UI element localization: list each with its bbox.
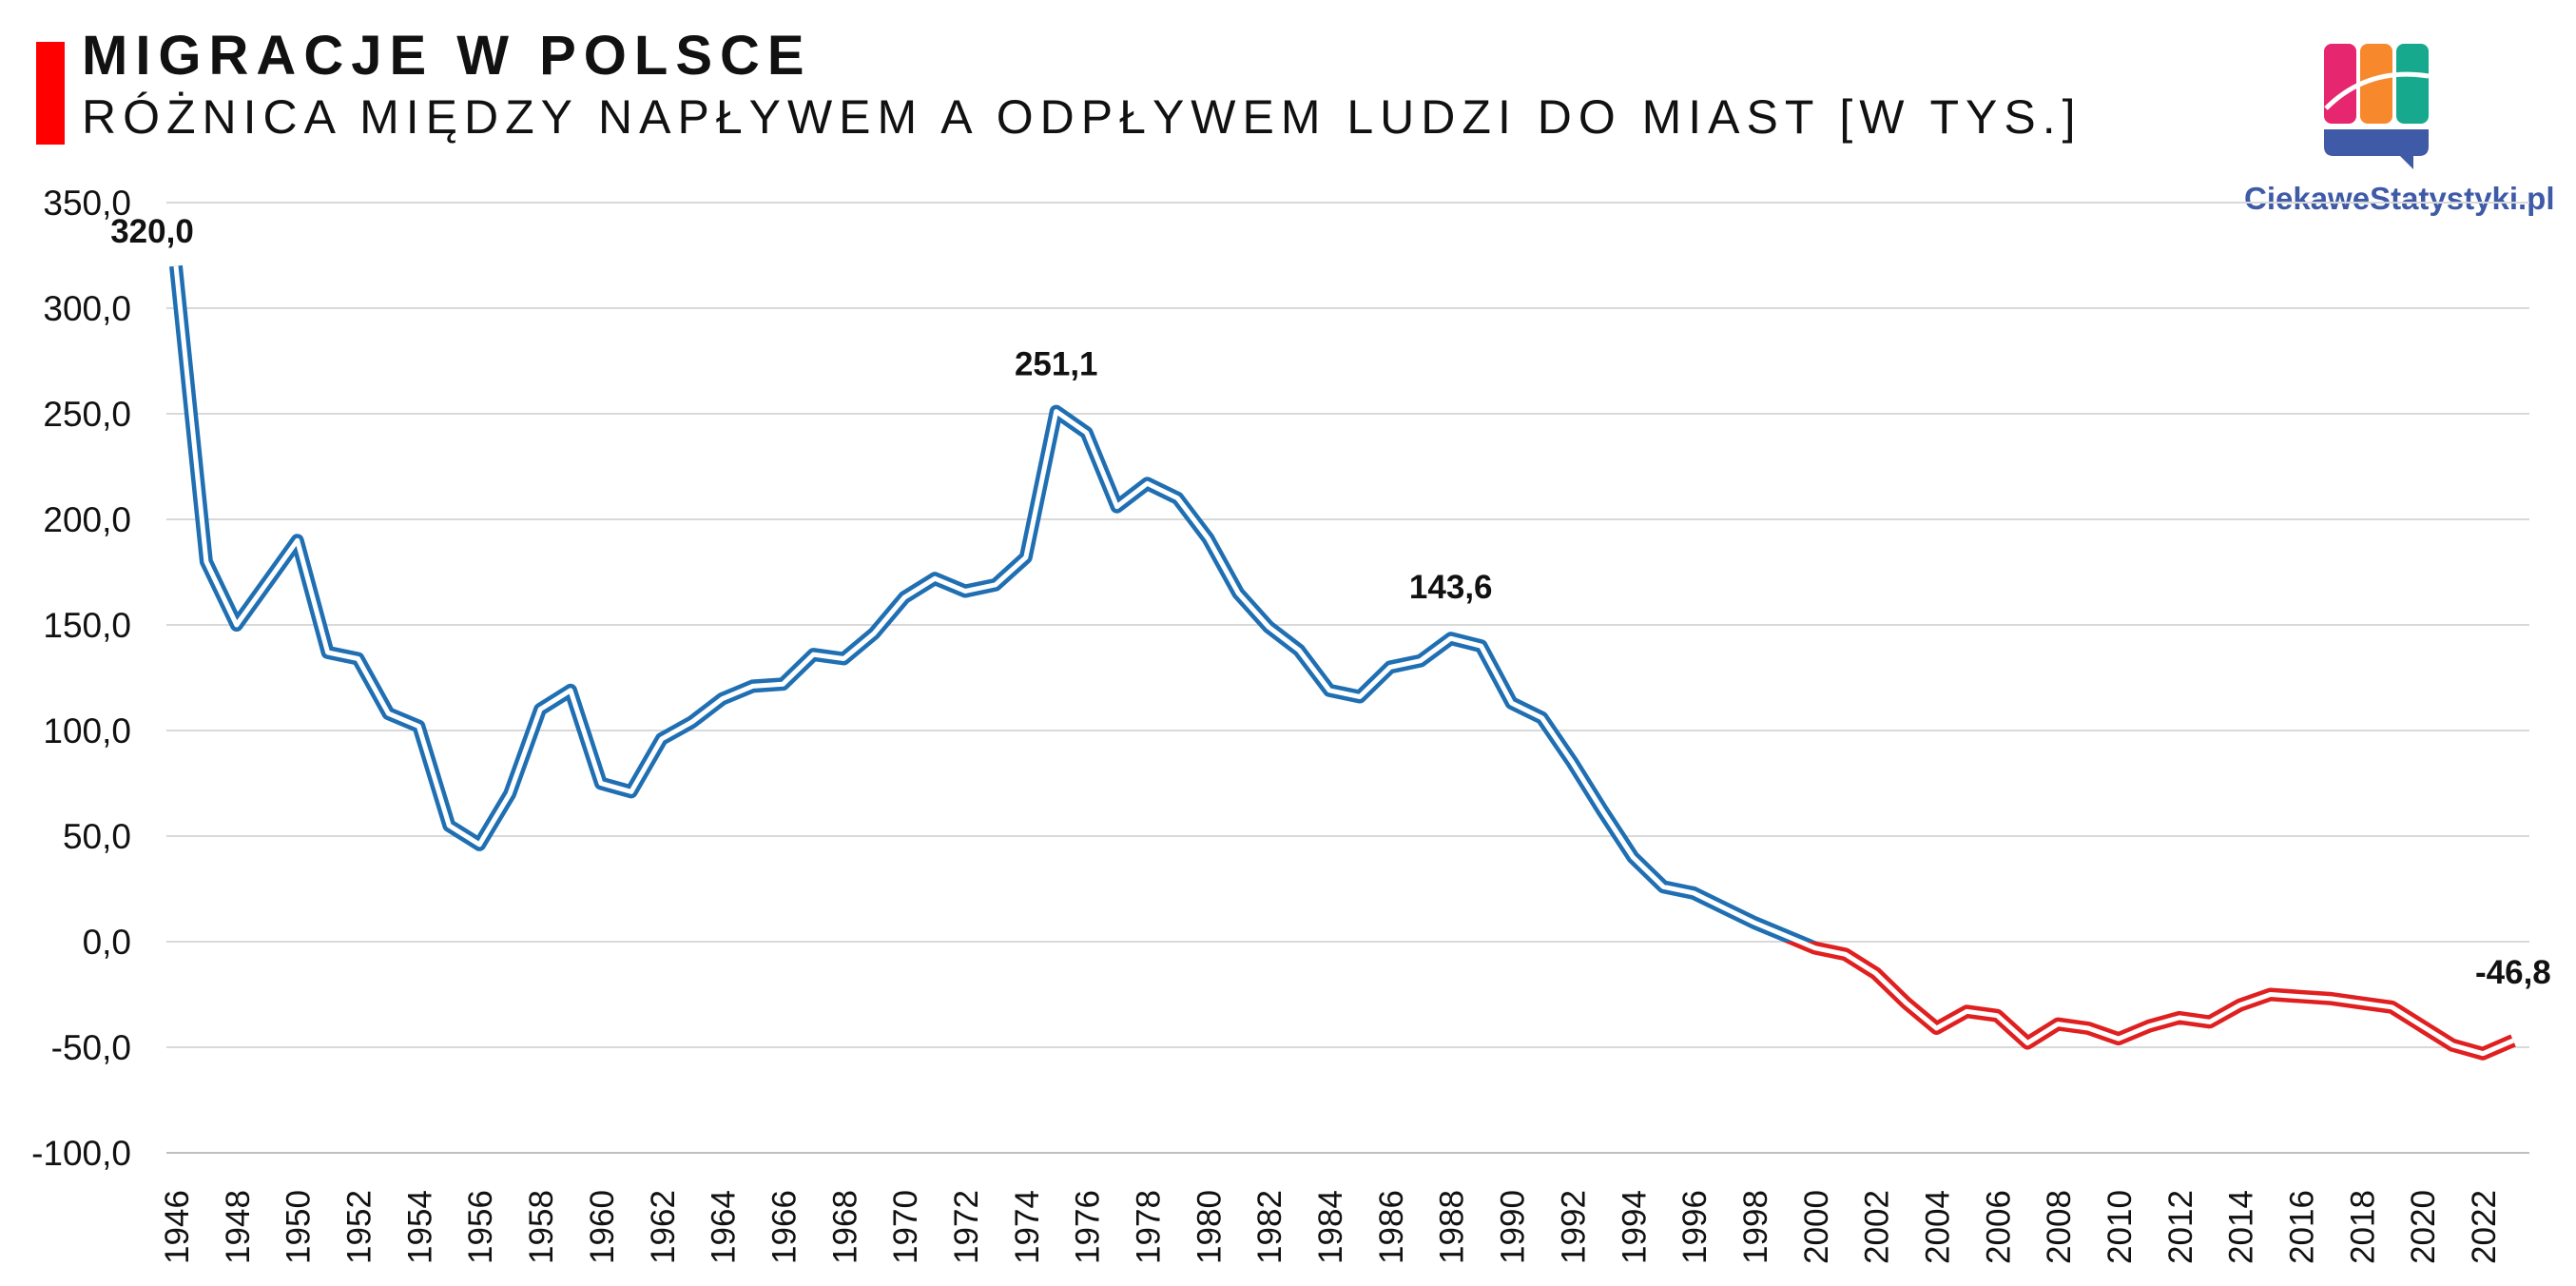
x-tick-label: 1962 bbox=[645, 1190, 682, 1264]
x-tick-label: 1992 bbox=[1555, 1190, 1592, 1264]
series-line-positive bbox=[169, 264, 1817, 942]
chart-subtitle: RÓŻNICA MIĘDZY NAPŁYWEM A ODPŁYWEM LUDZI… bbox=[82, 90, 2082, 144]
y-tick-label: 250,0 bbox=[43, 395, 131, 434]
y-tick-label: 100,0 bbox=[43, 711, 131, 750]
y-tick-label: 350,0 bbox=[43, 184, 131, 223]
x-tick-label: 1974 bbox=[1009, 1190, 1046, 1264]
x-tick-label: 1996 bbox=[1676, 1190, 1714, 1264]
x-tick-label: 1978 bbox=[1131, 1190, 1168, 1264]
page-title: MIGRACJE W POLSCE bbox=[82, 25, 812, 87]
x-tick-label: 1946 bbox=[159, 1190, 196, 1264]
x-tick-label: 2014 bbox=[2223, 1190, 2260, 1264]
data-label: 320,0 bbox=[110, 213, 194, 250]
series-line-negative bbox=[1782, 942, 2516, 1061]
x-tick-label: 2000 bbox=[1798, 1190, 1835, 1264]
y-tick-label: -50,0 bbox=[51, 1028, 131, 1067]
site-logo: CiekaweStatystyki.pl bbox=[2244, 38, 2555, 219]
x-tick-label: 1958 bbox=[523, 1190, 560, 1264]
logo-text: CiekaweStatystyki.pl bbox=[2244, 181, 2555, 216]
x-tick-label: 1982 bbox=[1251, 1190, 1288, 1264]
x-tick-label: 1994 bbox=[1616, 1190, 1653, 1264]
x-tick-label: 2010 bbox=[2101, 1190, 2139, 1264]
y-tick-label: -100,0 bbox=[31, 1134, 131, 1173]
x-tick-label: 1964 bbox=[706, 1190, 743, 1264]
x-tick-label: 1966 bbox=[765, 1190, 803, 1264]
y-tick-label: 50,0 bbox=[63, 817, 131, 856]
x-tick-label: 1952 bbox=[341, 1190, 378, 1264]
series-line-positive-inner bbox=[173, 265, 1807, 942]
series-line-negative-inner bbox=[1793, 942, 2514, 1057]
x-tick-label: 2008 bbox=[2041, 1190, 2078, 1264]
x-tick-label: 2020 bbox=[2405, 1190, 2442, 1264]
x-tick-label: 2006 bbox=[1980, 1190, 2017, 1264]
x-tick-label: 1950 bbox=[281, 1190, 318, 1264]
x-tick-label: 1948 bbox=[220, 1190, 257, 1264]
x-tick-label: 1956 bbox=[462, 1190, 499, 1264]
y-tick-label: 150,0 bbox=[43, 606, 131, 645]
x-tick-label: 1984 bbox=[1312, 1190, 1349, 1264]
title-accent-bar bbox=[36, 42, 65, 145]
x-tick-label: 1968 bbox=[826, 1190, 863, 1264]
x-tick-label: 1986 bbox=[1373, 1190, 1410, 1264]
x-tick-label: 1990 bbox=[1495, 1190, 1532, 1264]
bar-chart-logo-icon bbox=[2324, 44, 2430, 169]
data-label: 143,6 bbox=[1409, 569, 1493, 606]
data-label: 251,1 bbox=[1015, 346, 1098, 383]
x-tick-label: 1980 bbox=[1191, 1190, 1228, 1264]
data-label: -46,8 bbox=[2475, 954, 2551, 991]
y-tick-label: 200,0 bbox=[43, 500, 131, 539]
y-tick-label: 0,0 bbox=[83, 923, 131, 962]
x-tick-label: 2002 bbox=[1859, 1190, 1896, 1264]
x-tick-label: 1972 bbox=[948, 1190, 985, 1264]
x-tick-label: 1976 bbox=[1070, 1190, 1107, 1264]
x-tick-label: 2004 bbox=[1919, 1190, 1956, 1264]
x-tick-label: 2012 bbox=[2162, 1190, 2199, 1264]
x-tick-label: 1998 bbox=[1737, 1190, 1774, 1264]
x-tick-label: 2022 bbox=[2466, 1190, 2503, 1264]
y-tick-label: 300,0 bbox=[43, 289, 131, 328]
x-tick-label: 1960 bbox=[584, 1190, 621, 1264]
x-tick-label: 2016 bbox=[2284, 1190, 2321, 1264]
x-tick-label: 1988 bbox=[1434, 1190, 1471, 1264]
x-tick-label: 1954 bbox=[401, 1190, 438, 1264]
x-tick-label: 1970 bbox=[887, 1190, 924, 1264]
x-tick-label: 2018 bbox=[2344, 1190, 2381, 1264]
